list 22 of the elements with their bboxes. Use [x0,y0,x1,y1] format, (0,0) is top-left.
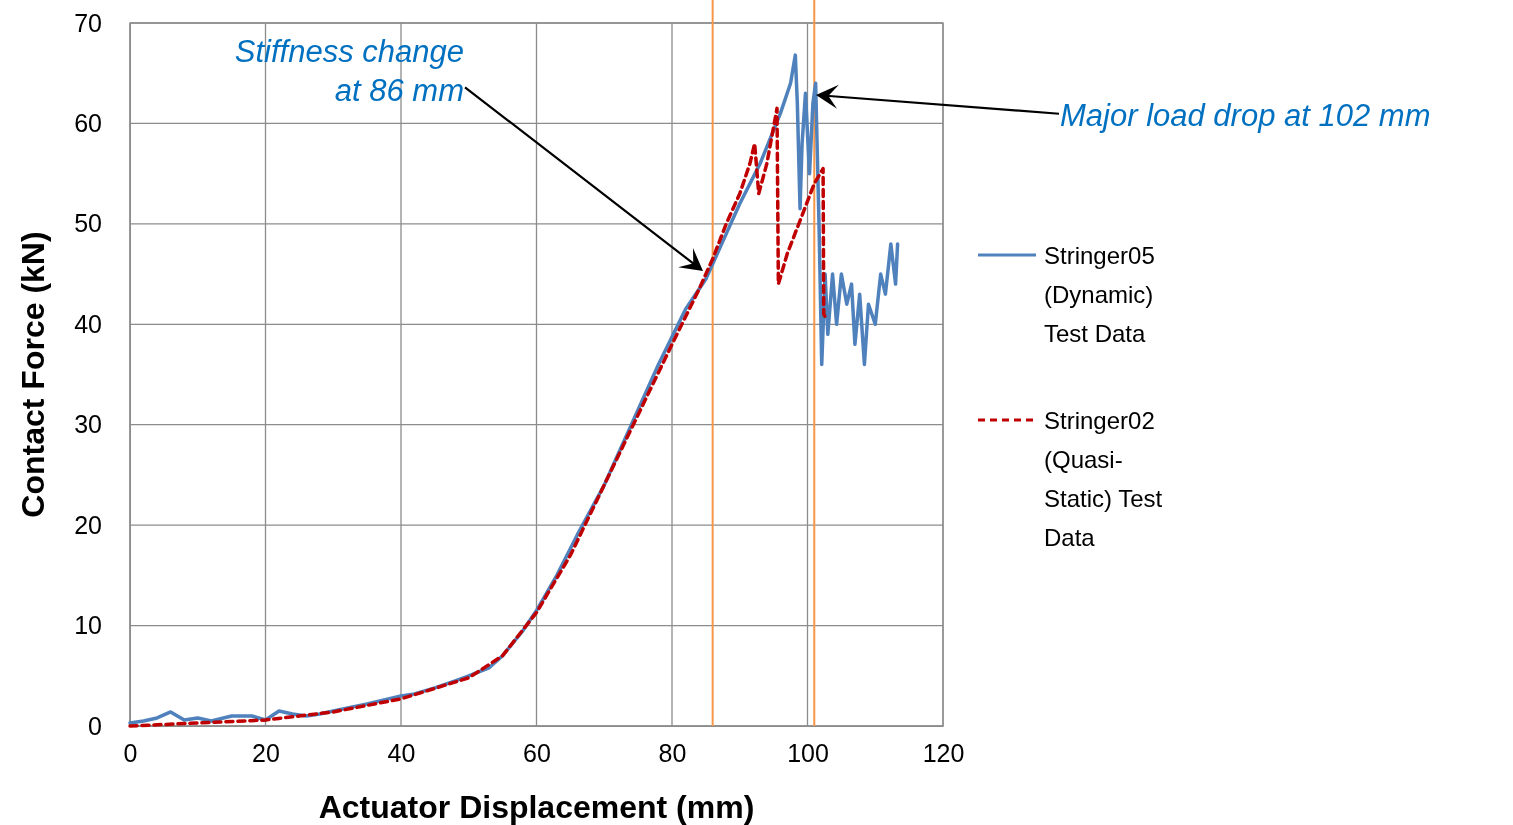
y-tick-label: 30 [74,410,102,439]
y-tick-label: 0 [88,711,102,740]
x-axis-title: Actuator Displacement (mm) [318,789,755,825]
x-tick-label: 60 [523,738,551,767]
y-tick-label: 10 [74,611,102,640]
x-tick-label: 100 [787,738,829,767]
y-tick-label: 70 [74,8,102,37]
x-tick-label: 120 [922,738,965,767]
x-tick-label: 0 [123,738,138,767]
legend-label: Stringer05 (Dynamic) Test Data [1044,242,1155,347]
text: Major load drop at 102 mm [1060,98,1431,133]
annotation: Stiffness change at 86 mm [234,34,464,108]
line-series [128,106,829,728]
y-tick-label: 20 [74,510,102,539]
y-axis-title: Contact Force (kN) [15,231,51,518]
y-tick-label: 50 [74,209,102,238]
legend-label: Stringer02 (Quasi-Static) Test Data [1044,407,1163,551]
y-tick-label: 60 [74,108,102,137]
x-tick-label: 40 [387,738,416,767]
y-tick-label: 40 [74,309,102,338]
x-tick-label: 80 [658,738,687,767]
x-tick-label: 20 [252,738,280,767]
